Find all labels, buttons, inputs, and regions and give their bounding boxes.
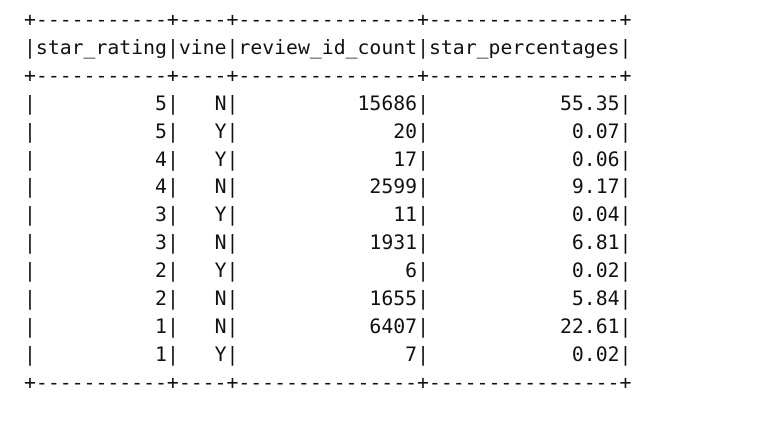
table-row: | 1| Y| 7| 0.02| <box>24 342 632 366</box>
table-border: +-----------+----+---------------+------… <box>24 370 632 394</box>
table-row: | 3| N| 1931| 6.81| <box>24 231 632 255</box>
column-header-review-id-count: review_id_count <box>238 35 418 59</box>
table-cell-vine: N <box>178 287 227 311</box>
table-header-row: |star_rating|vine|review_id_count|star_p… <box>24 35 632 59</box>
table-cell-star-percentages: 55.35 <box>428 91 620 115</box>
table-cell-star-percentages: 5.84 <box>428 287 620 311</box>
table-cell-star-rating: 2 <box>35 259 167 283</box>
table-row: | 2| N| 1655| 5.84| <box>24 287 632 311</box>
table-cell-review-id-count: 17 <box>238 147 418 171</box>
table-row: | 2| Y| 6| 0.02| <box>24 259 632 283</box>
table-cell-review-id-count: 7 <box>238 342 418 366</box>
table-cell-star-rating: 1 <box>35 342 167 366</box>
table-cell-star-rating: 3 <box>35 231 167 255</box>
table-cell-review-id-count: 1655 <box>238 287 418 311</box>
table-cell-star-rating: 2 <box>35 287 167 311</box>
table-cell-vine: N <box>178 231 227 255</box>
table-cell-review-id-count: 1931 <box>238 231 418 255</box>
table-cell-vine: N <box>178 91 227 115</box>
table-cell-star-percentages: 6.81 <box>428 231 620 255</box>
table-cell-star-percentages: 9.17 <box>428 175 620 199</box>
table-cell-review-id-count: 15686 <box>238 91 418 115</box>
table-row: | 5| N| 15686| 55.35| <box>24 91 632 115</box>
table-cell-star-percentages: 22.61 <box>428 314 620 338</box>
table-row: | 4| Y| 17| 0.06| <box>24 147 632 171</box>
table-cell-star-percentages: 0.04 <box>428 203 620 227</box>
table-cell-review-id-count: 11 <box>238 203 418 227</box>
table-cell-star-percentages: 0.02 <box>428 259 620 283</box>
table-cell-vine: Y <box>178 119 227 143</box>
table-cell-review-id-count: 6407 <box>238 314 418 338</box>
table-border: +-----------+----+---------------+------… <box>24 63 632 87</box>
table-cell-review-id-count: 6 <box>238 259 418 283</box>
table-cell-vine: Y <box>178 259 227 283</box>
table-border: +-----------+----+---------------+------… <box>24 8 632 31</box>
table-cell-vine: Y <box>178 342 227 366</box>
table-cell-star-rating: 4 <box>35 175 167 199</box>
table-row: | 1| N| 6407| 22.61| <box>24 314 632 338</box>
table-cell-star-percentages: 0.02 <box>428 342 620 366</box>
table-cell-star-rating: 5 <box>35 91 167 115</box>
table-cell-vine: Y <box>178 203 227 227</box>
table-row: | 5| Y| 20| 0.07| <box>24 119 632 143</box>
column-header-star-percentages: star_percentages <box>428 35 620 59</box>
console-output: +-----------+----+---------------+------… <box>24 6 631 397</box>
table-cell-vine: N <box>178 314 227 338</box>
table-cell-vine: Y <box>178 147 227 171</box>
table-cell-vine: N <box>178 175 227 199</box>
table-cell-review-id-count: 20 <box>238 119 418 143</box>
table-cell-star-rating: 5 <box>35 119 167 143</box>
table-cell-star-rating: 3 <box>35 203 167 227</box>
table-cell-star-percentages: 0.06 <box>428 147 620 171</box>
table-cell-star-percentages: 0.07 <box>428 119 620 143</box>
table-cell-star-rating: 1 <box>35 314 167 338</box>
column-header-star-rating: star_rating <box>35 35 167 59</box>
table-cell-star-rating: 4 <box>35 147 167 171</box>
table-cell-review-id-count: 2599 <box>238 175 418 199</box>
table-row: | 3| Y| 11| 0.04| <box>24 203 632 227</box>
table-row: | 4| N| 2599| 9.17| <box>24 175 632 199</box>
column-header-vine: vine <box>178 35 227 59</box>
